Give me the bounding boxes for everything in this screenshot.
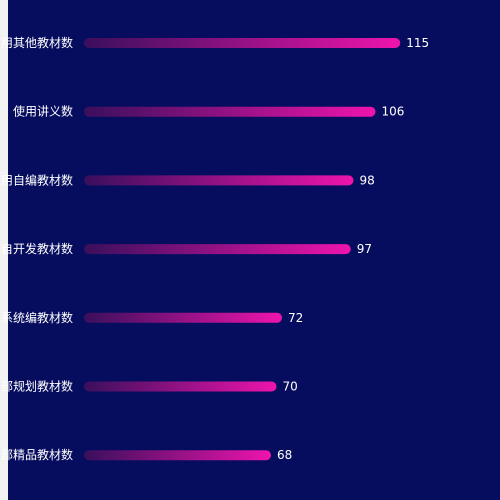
value-label: 98 (360, 173, 375, 187)
category-label: 自开发教材数 (1, 241, 73, 256)
value-label: 68 (277, 448, 292, 462)
bar[interactable] (84, 312, 282, 323)
category-label: 部规划教材数 (1, 379, 73, 394)
bar[interactable] (84, 381, 277, 392)
bar[interactable] (84, 450, 271, 461)
value-label: 97 (357, 242, 372, 256)
left-margin-strip (0, 0, 8, 500)
bar[interactable] (84, 175, 354, 186)
category-label: 用自编教材数 (1, 172, 73, 187)
category-label: 使用讲义数 (13, 104, 73, 119)
category-label: 系统编教材数 (1, 310, 73, 325)
value-label: 72 (288, 311, 303, 325)
value-label: 70 (283, 380, 298, 394)
bar[interactable] (84, 38, 401, 48)
category-label: 用其他教材数 (1, 35, 73, 50)
category-label: 部精品教材数 (1, 447, 73, 462)
bar[interactable] (84, 244, 351, 255)
bar[interactable] (84, 106, 376, 117)
value-label: 106 (382, 105, 405, 119)
value-label: 115 (406, 36, 429, 50)
